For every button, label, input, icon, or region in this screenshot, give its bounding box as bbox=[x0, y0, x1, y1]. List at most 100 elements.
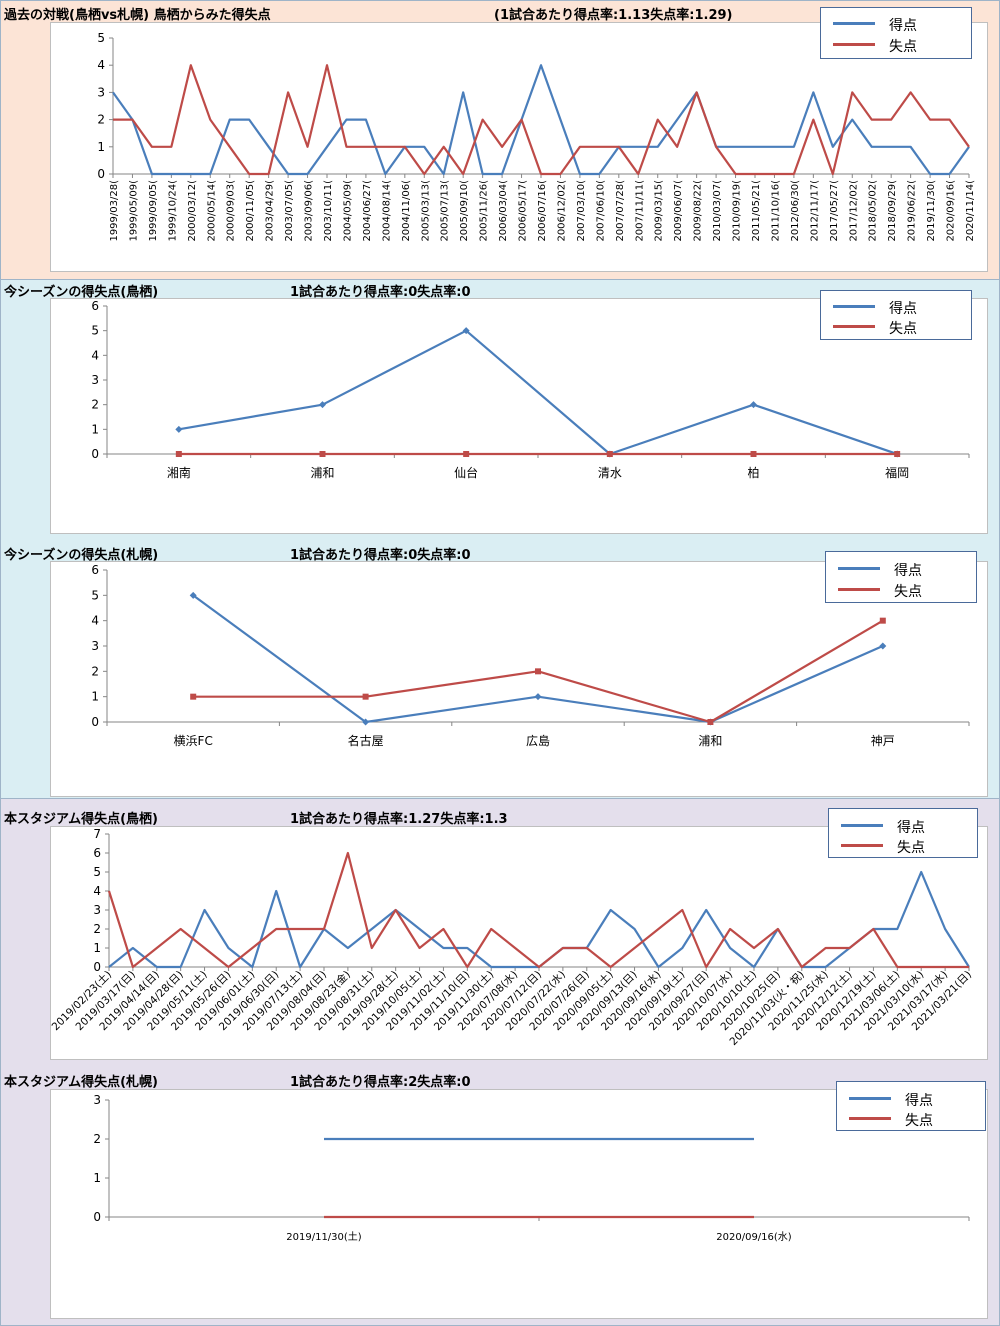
x-tick-label: 2017/12/02( bbox=[848, 180, 859, 242]
legend-score-label: 得点 bbox=[889, 18, 917, 34]
x-tick-label: 2003/04/29( bbox=[265, 180, 276, 242]
y-tick-label: 1 bbox=[91, 690, 99, 704]
y-tick-label: 3 bbox=[91, 373, 99, 387]
x-tick-label: 柏 bbox=[747, 465, 759, 480]
x-tick-label: 2005/07/13( bbox=[440, 180, 451, 242]
data-point-concede bbox=[535, 668, 541, 675]
chart-stadium-tosu: 0 1 2 3 4 5 6 7 2019/02/23(土) 2019/03/17(日) 2019/0… bbox=[49, 826, 988, 1060]
data-point-concede bbox=[319, 451, 326, 457]
x-tick-label: 1999/05/09( bbox=[128, 180, 139, 242]
legend-concede-swatch bbox=[849, 1117, 891, 1120]
y-tick-label: 5 bbox=[91, 324, 99, 338]
y-tick-label: 7 bbox=[93, 827, 101, 841]
x-tick-label: 2005/09/10( bbox=[459, 180, 470, 242]
x-tick-label: 2003/10/11( bbox=[323, 180, 334, 242]
x-tick-label: 2006/05/17( bbox=[518, 180, 529, 242]
x-tick-label: 湘南 bbox=[167, 465, 191, 480]
y-tick-label: 2 bbox=[91, 398, 99, 412]
chart-rate-history: (1試合あたり得点率:1.13失点率:1.29) bbox=[494, 8, 733, 23]
chart-rate-stadium-sapporo: 1試合あたり得点率:2失点率:0 bbox=[290, 1075, 471, 1090]
x-tick-label: 2009/08/22( bbox=[693, 180, 704, 242]
y-tick-label: 3 bbox=[91, 639, 99, 653]
series-line-concede bbox=[107, 851, 969, 969]
data-point-concede bbox=[463, 451, 470, 457]
chart-season-sapporo-svg: 0 1 2 3 4 5 6 横浜FC 名古屋 広島 浦和 神戸 bbox=[91, 563, 970, 748]
y-tick-label: 2 bbox=[93, 1132, 101, 1146]
x-tick-label: 2005/11/26( bbox=[479, 180, 490, 242]
legend-concede-label: 失点 bbox=[889, 321, 917, 337]
x-tick-label: 2004/06/27( bbox=[362, 180, 373, 242]
chart-stadium-sapporo: 0 1 2 3 2019/11/30(土) 2020/09/16(水) bbox=[50, 1089, 988, 1319]
x-tick-label: 2011/05/21( bbox=[751, 180, 762, 242]
y-tick-label: 0 bbox=[93, 960, 101, 974]
data-point-concede bbox=[606, 451, 613, 457]
x-tick-label: 1999/09/05( bbox=[148, 180, 159, 242]
legend-score-swatch bbox=[841, 824, 883, 827]
y-tick-label: 3 bbox=[93, 1093, 101, 1107]
legend-season-sapporo: 得点 失点 bbox=[825, 551, 977, 603]
x-tick-label: 2007/06/10( bbox=[595, 180, 606, 242]
chart-rate-season-sapporo: 1試合あたり得点率:0失点率:0 bbox=[290, 548, 471, 563]
x-tick-label: 2019/11/30( bbox=[926, 180, 937, 242]
data-point-score bbox=[879, 642, 887, 650]
x-tick-label: 2010/09/19( bbox=[732, 180, 743, 242]
legend-score-swatch bbox=[833, 305, 875, 308]
x-tick-label: 2012/11/17( bbox=[809, 180, 820, 242]
series-line-score bbox=[108, 870, 970, 969]
y-tick-label: 4 bbox=[93, 884, 101, 898]
chart-rate-stadium-tosu: 1試合あたり得点率:1.27失点率:1.3 bbox=[290, 812, 508, 827]
data-point-concede bbox=[190, 693, 197, 700]
y-tick-label: 6 bbox=[91, 299, 99, 313]
data-point-score bbox=[189, 591, 197, 599]
y-tick-label: 5 bbox=[91, 588, 99, 602]
legend-score-label: 得点 bbox=[889, 301, 917, 317]
x-tick-label: 2018/09/29( bbox=[887, 180, 898, 242]
x-tick-label: 神戸 bbox=[871, 734, 895, 748]
chart-stadium-tosu-svg: 012345672019/02/23(土)2019/03/17(日)2019/0… bbox=[49, 827, 974, 1048]
chart-title-season-sapporo: 今シーズンの得失点(札幌) bbox=[4, 548, 159, 563]
legend-concede-label: 失点 bbox=[905, 1113, 933, 1129]
data-point-score bbox=[462, 327, 470, 335]
x-tick-label: 2007/11/11( bbox=[634, 180, 645, 242]
y-tick-label: 0 bbox=[91, 715, 99, 729]
data-point-concede bbox=[750, 451, 757, 457]
y-tick-label: 4 bbox=[91, 348, 99, 362]
x-tick-label: 2004/05/09( bbox=[342, 180, 353, 242]
x-tick-label: 2000/11/05( bbox=[245, 180, 256, 242]
x-tick-label: 2000/03/12( bbox=[187, 180, 198, 242]
y-tick-label: 0 bbox=[97, 167, 105, 181]
x-tick-label: 2020/11/14( bbox=[965, 180, 976, 242]
data-point-score bbox=[175, 425, 183, 433]
legend-stadium-sapporo: 得点 失点 bbox=[836, 1081, 986, 1131]
y-tick-label: 3 bbox=[93, 903, 101, 917]
legend-concede-swatch bbox=[838, 588, 880, 591]
chart-title-history: 過去の対戦(鳥栖vs札幌) 鳥栖からみた得失点 bbox=[4, 8, 271, 23]
x-tick-label: 2009/06/07( bbox=[673, 180, 684, 242]
y-tick-label: 4 bbox=[91, 614, 99, 628]
x-tick-label: 1999/10/24( bbox=[167, 180, 178, 242]
y-tick-label: 1 bbox=[97, 140, 105, 154]
x-tick-label: 1999/03/28( bbox=[109, 180, 120, 242]
x-tick-label: 2010/03/07( bbox=[712, 180, 723, 242]
x-tick-label: 2019/11/30(土) bbox=[286, 1230, 362, 1243]
x-tick-label: 2003/09/06( bbox=[304, 180, 315, 242]
chart-history-svg: 0 1 2 3 4 5 1999/03/28(1999/05/09(1999/09/05(1… bbox=[97, 31, 976, 242]
data-point-concede bbox=[362, 693, 369, 700]
legend-score-label: 得点 bbox=[894, 563, 922, 579]
legend-score-label: 得点 bbox=[897, 820, 925, 836]
y-tick-label: 1 bbox=[91, 422, 99, 436]
legend-concede-swatch bbox=[833, 325, 875, 328]
data-point-score bbox=[750, 401, 757, 409]
x-tick-label: 浦和 bbox=[310, 466, 334, 480]
x-tick-label: 2012/06/30( bbox=[790, 180, 801, 242]
y-tick-label: 6 bbox=[93, 846, 101, 860]
y-tick-label: 4 bbox=[97, 58, 105, 72]
x-tick-label: 2011/10/16( bbox=[770, 180, 781, 242]
legend-concede-swatch bbox=[841, 844, 883, 847]
data-point-concede bbox=[894, 451, 901, 457]
y-tick-label: 5 bbox=[93, 865, 101, 879]
x-tick-label: 2006/07/16( bbox=[537, 180, 548, 242]
data-point-concede bbox=[879, 617, 886, 624]
y-tick-label: 0 bbox=[91, 447, 99, 461]
y-tick-label: 5 bbox=[97, 31, 105, 45]
